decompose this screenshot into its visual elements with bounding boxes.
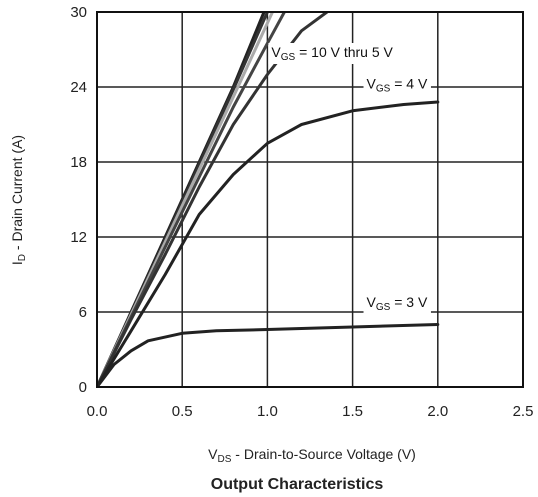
chart-title: Output Characteristics: [211, 476, 384, 493]
y-axis-title: ID - Drain Current (A): [9, 135, 28, 265]
y-tick-label: 24: [70, 79, 87, 96]
y-tick-label: 30: [70, 4, 87, 21]
x-tick-label: 2.0: [427, 403, 448, 420]
grid-layer: [97, 12, 523, 387]
y-tick-label: 18: [70, 154, 87, 171]
tick-layer: 0.0 0.5 1.0 1.5 2.0 2.5 0 6 12 18 24 30: [70, 4, 533, 420]
x-tick-label: 1.0: [257, 403, 278, 420]
x-tick-label: 2.5: [513, 403, 534, 420]
x-axis-title: VDS - Drain-to-Source Voltage (V): [208, 446, 416, 465]
y-tick-label: 6: [79, 304, 87, 321]
x-tick-label: 0.5: [172, 403, 193, 420]
plot-frame: [97, 12, 523, 387]
x-tick-label: 1.5: [342, 403, 363, 420]
y-tick-label: 12: [70, 229, 87, 246]
y-tick-label: 0: [79, 379, 87, 396]
x-tick-label: 0.0: [87, 403, 108, 420]
